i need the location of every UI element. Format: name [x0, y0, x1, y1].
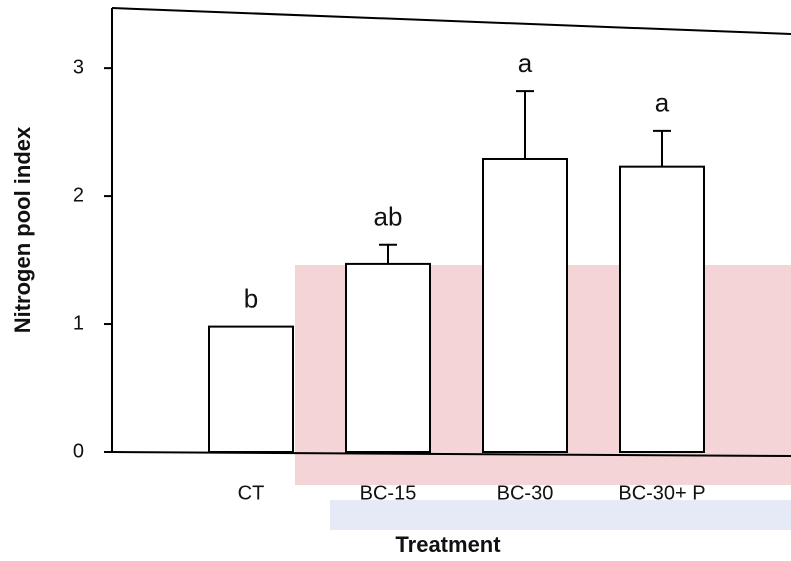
x-axis-label: Treatment [395, 532, 501, 557]
bar [208, 325, 294, 454]
y-tick-label: 3 [73, 56, 84, 78]
y-tick-label: 1 [73, 312, 84, 334]
significance-letter: ab [374, 202, 403, 232]
bar [619, 165, 705, 454]
bar [482, 157, 568, 453]
y-tick-label: 0 [73, 440, 84, 462]
x-tick-label: BC-30 [497, 482, 554, 504]
significance-letter: a [518, 48, 533, 78]
x-tick-label: CT [238, 482, 265, 504]
significance-letter: a [655, 88, 670, 118]
watermark-band [330, 500, 791, 530]
x-tick-label: BC-30+ P [618, 482, 705, 504]
bar [345, 262, 431, 453]
y-axis-label: Nitrogen pool index [10, 126, 35, 333]
y-tick-label: 2 [73, 184, 84, 206]
top-frame [111, 7, 791, 35]
significance-letter: b [244, 283, 258, 313]
x-tick-label: BC-15 [360, 482, 417, 504]
